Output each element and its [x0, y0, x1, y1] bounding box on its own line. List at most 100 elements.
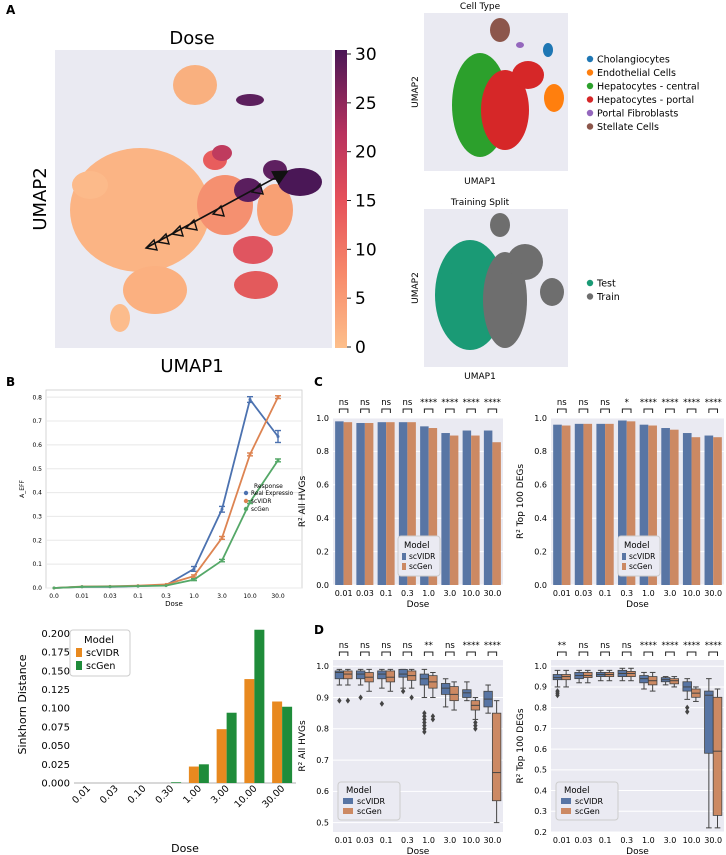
x-tick-label: 0.3	[401, 836, 414, 845]
x-tick-label: 1.0	[642, 836, 655, 845]
bar	[704, 435, 714, 585]
legend-swatch	[343, 798, 353, 804]
bar	[356, 423, 365, 585]
x-axis-label: Dose	[407, 847, 430, 855]
bar	[583, 423, 593, 585]
y-tick-label: 0.6	[32, 442, 42, 449]
umap-dose-title: Dose	[169, 28, 214, 49]
y-tick-label: 0.7	[316, 756, 329, 765]
y-tick-label: 0.0	[534, 581, 547, 590]
y-tick-label: 0.125	[41, 685, 70, 696]
significance-label: *	[625, 398, 629, 408]
x-tick-label: 1.0	[422, 836, 435, 845]
legend-label: Hepatocytes - portal	[597, 95, 694, 106]
bar	[377, 422, 387, 585]
box-outlier	[400, 688, 406, 695]
x-tick-label: 0.01	[553, 836, 571, 845]
cluster-endothelial	[544, 84, 564, 112]
significance-bracket	[445, 651, 455, 656]
significance-bracket	[466, 651, 476, 656]
bar	[398, 422, 408, 585]
bar	[669, 429, 679, 585]
significance-bracket	[360, 651, 370, 656]
legend-label: Stellate Cells	[597, 122, 659, 133]
dose-colorbar	[335, 50, 347, 348]
significance-label: ns	[600, 398, 610, 408]
bar	[639, 424, 649, 585]
cluster-red-1	[233, 236, 273, 264]
x-tick-label: 0.3	[401, 589, 414, 598]
y-tick-label: 0.6	[534, 745, 547, 754]
y-tick-label: 1.0	[534, 662, 547, 671]
umap-dose-trajectory-markers	[144, 182, 264, 251]
significance-bracket	[578, 651, 589, 656]
box-outlier	[422, 725, 427, 732]
significance-label: ****	[463, 398, 480, 408]
box-outlier	[422, 719, 427, 726]
dose-colorbar-ticks: 30 25 20 15 10 5 0	[347, 45, 377, 358]
data-point	[276, 435, 280, 439]
data-point	[108, 585, 112, 589]
cluster-mid-red	[212, 145, 232, 161]
data-point	[220, 507, 224, 511]
box	[462, 689, 472, 698]
legend-label: scGen	[86, 661, 115, 672]
box	[583, 672, 593, 679]
y-tick-label: 0.2	[534, 828, 547, 837]
legend-swatch	[586, 96, 594, 103]
significance-bracket	[643, 651, 654, 656]
bar	[441, 433, 450, 585]
legend-swatch	[586, 69, 594, 76]
bar	[605, 423, 614, 585]
y-axis-label: R² Top 100 DEGs	[516, 464, 526, 539]
data-point	[248, 500, 252, 504]
box-outlier	[430, 716, 436, 723]
cluster-train-4	[490, 213, 510, 237]
box	[552, 674, 563, 681]
x-tick-label: 1.00	[181, 783, 204, 806]
umap-celltype-xlabel: UMAP1	[464, 177, 496, 187]
legend-box	[555, 781, 619, 821]
box	[669, 678, 679, 685]
legend-swatch	[243, 490, 249, 496]
significance-label: ns	[360, 398, 370, 408]
legend-label: scGen	[409, 562, 432, 571]
data-point	[248, 452, 252, 456]
trajectory-marker	[250, 182, 264, 195]
significance-bracket	[621, 651, 632, 656]
x-tick-label: 0.1	[380, 836, 393, 845]
legend-swatch	[586, 123, 594, 130]
bar	[682, 433, 692, 585]
cluster-bottom	[110, 304, 130, 332]
y-tick-label: 0.075	[41, 722, 70, 733]
colorbar-tick-label: 10	[355, 240, 377, 260]
cluster-right	[257, 184, 293, 236]
bar	[553, 424, 562, 585]
significance-label: ns	[579, 398, 589, 408]
y-tick-label: 0.050	[41, 741, 70, 752]
legend-title: Model	[84, 635, 114, 646]
x-tick-label: 3.0	[664, 589, 677, 598]
cluster-portal-2	[512, 61, 544, 89]
box	[704, 690, 714, 754]
box	[419, 673, 430, 686]
data-point	[276, 458, 280, 462]
box	[449, 686, 459, 702]
legend-label: scGen	[575, 807, 600, 816]
y-tick-label: 0.175	[41, 648, 70, 659]
x-tick-label: 10.0	[462, 836, 480, 845]
box	[639, 675, 649, 684]
umap-celltype-ylabel: UMAP2	[411, 76, 421, 108]
significance-bracket	[556, 651, 567, 656]
box	[355, 670, 366, 680]
panel-label-b: B	[6, 375, 15, 389]
x-tick-label: 10.0	[243, 593, 257, 600]
x-axis-label: Dose	[171, 842, 199, 855]
cluster-red-2	[234, 271, 278, 299]
x-tick-label: 3.0	[444, 589, 457, 598]
x-tick-label: 1.0	[642, 589, 655, 598]
x-tick-label: 0.3	[620, 589, 633, 598]
legend-label: Test	[596, 279, 616, 290]
legend-label: scVIDR	[251, 499, 271, 505]
